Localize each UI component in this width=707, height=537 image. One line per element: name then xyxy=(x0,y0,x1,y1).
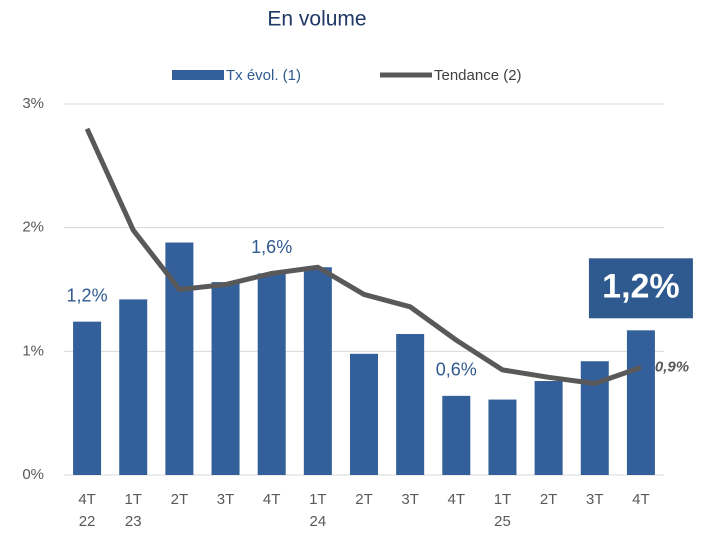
y-tick-label: 3% xyxy=(22,95,44,112)
y-tick-label: 2% xyxy=(22,219,44,236)
bar xyxy=(534,381,563,475)
bar xyxy=(350,353,378,475)
bar xyxy=(211,282,240,475)
bar xyxy=(119,299,148,475)
x-tick-label: 4T 22 xyxy=(78,491,96,530)
chart-title: En volume xyxy=(267,8,366,31)
y-tick-label: 1% xyxy=(22,342,44,359)
bar xyxy=(442,395,471,475)
legend-swatch xyxy=(172,70,224,80)
x-tick-label: 2T xyxy=(540,491,558,508)
value-label: 1,6% xyxy=(251,237,292,257)
highlight-label: 1,2% xyxy=(602,267,680,305)
legend-label: Tx évol. (1) xyxy=(226,67,301,84)
highlight-box xyxy=(588,258,693,319)
x-tick-label: 3T xyxy=(401,491,419,508)
trend-line xyxy=(84,127,642,386)
value-label: 0,9% xyxy=(655,358,689,375)
x-tick-label: 4T xyxy=(263,491,281,508)
bar xyxy=(488,399,517,475)
bar xyxy=(257,273,286,475)
y-tick-label: 0% xyxy=(22,466,44,483)
x-tick-label: 3T xyxy=(217,491,235,508)
value-label: 0,6% xyxy=(436,360,477,380)
x-tick-label: 2T xyxy=(171,491,189,508)
bar xyxy=(396,334,425,475)
x-tick-label: 4T xyxy=(632,491,650,508)
bar xyxy=(303,267,332,475)
value-label: 1,2% xyxy=(67,285,108,305)
bar xyxy=(626,330,655,475)
x-tick-label: 3T xyxy=(586,491,604,508)
legend-label: Tendance (2) xyxy=(434,67,522,84)
x-tick-label: 2T xyxy=(355,491,373,508)
bar xyxy=(73,321,102,475)
x-tick-label: 1T 25 xyxy=(494,491,512,530)
x-tick-label: 4T xyxy=(448,491,466,508)
x-tick-label: 1T 23 xyxy=(124,491,142,530)
x-tick-label: 1T 24 xyxy=(309,491,327,530)
